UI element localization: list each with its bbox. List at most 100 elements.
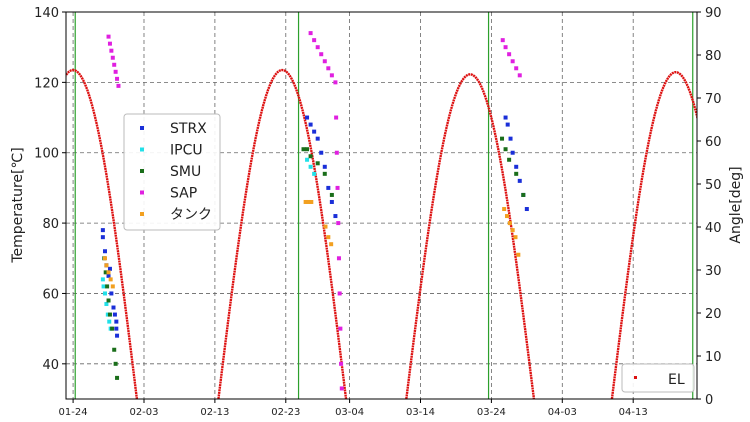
data-point (322, 164, 327, 169)
legend-label: IPCU (170, 143, 203, 159)
data-point (102, 249, 107, 254)
data-point (111, 305, 116, 310)
legend-el-box (621, 363, 695, 393)
legend-box (123, 113, 221, 231)
data-point (109, 48, 114, 53)
y2-tick-label: 70 (705, 92, 722, 107)
data-point (107, 312, 112, 317)
data-point (514, 171, 519, 176)
data-point (524, 207, 529, 212)
data-point (510, 59, 515, 64)
data-point (337, 291, 342, 296)
data-point (308, 154, 313, 159)
data-point (312, 38, 317, 43)
data-point (305, 147, 310, 152)
legend-el-label: EL (668, 372, 685, 388)
x-tick-label: 03-14 (406, 407, 435, 418)
data-point (108, 277, 113, 282)
data-point (101, 284, 106, 289)
data-point (103, 270, 108, 275)
x-tick-label: 02-13 (200, 407, 229, 418)
data-point (315, 45, 320, 50)
x-tick-label: 02-23 (271, 407, 300, 418)
legend-marker (140, 147, 144, 152)
data-point (339, 386, 344, 391)
legend-marker (140, 126, 144, 130)
data-point (338, 326, 343, 331)
series-SMU (102, 136, 526, 380)
data-point (326, 66, 331, 71)
x-tick-label: 03-04 (335, 407, 364, 418)
data-point (319, 150, 324, 155)
data-point (507, 52, 512, 57)
data-point (500, 38, 505, 43)
data-point (516, 252, 521, 257)
data-point (114, 326, 119, 331)
data-point (315, 161, 320, 166)
x-tick-label: 03-24 (477, 407, 506, 418)
data-point (339, 361, 344, 366)
data-point (305, 115, 310, 120)
data-point (505, 122, 510, 127)
data-point (326, 235, 331, 240)
data-point (503, 115, 508, 120)
data-point (502, 207, 507, 212)
legend: STRX IPCU SMU SAP タンク (123, 113, 221, 231)
x-tick-label: 01-24 (59, 407, 88, 418)
data-point (323, 224, 328, 229)
data-point (312, 171, 317, 176)
data-point (102, 256, 107, 261)
y-tick-label: 120 (34, 76, 59, 91)
data-point (113, 69, 118, 74)
data-point (104, 302, 109, 307)
y-tick-label: 40 (42, 358, 59, 373)
data-point (106, 270, 111, 275)
data-point (510, 228, 515, 233)
y-tick-label: 60 (42, 287, 59, 302)
y2-tick-label: 50 (705, 178, 722, 193)
data-point (112, 347, 117, 352)
data-point (507, 157, 512, 162)
data-point (517, 73, 522, 78)
series-タンク (102, 199, 521, 289)
y2-tick-label: 60 (705, 135, 722, 150)
data-point (335, 185, 340, 190)
data-point (319, 52, 324, 57)
data-point (334, 115, 339, 120)
data-point (521, 192, 526, 197)
data-point (514, 164, 519, 169)
data-point (106, 273, 111, 278)
data-point (329, 242, 334, 247)
data-point (106, 298, 111, 303)
legend-el: EL (621, 363, 695, 393)
data-point (305, 157, 310, 162)
data-point (329, 199, 334, 204)
data-point (110, 55, 115, 60)
x-axis-ticks: 01-24 02-03 02-13 02-23 03-04 03-14 03-24 04-03… (59, 399, 648, 418)
legend-label: タンク (170, 207, 212, 223)
temperature-series (100, 31, 529, 391)
data-point (503, 45, 508, 50)
data-point (106, 34, 111, 39)
y-axis-title: Temperature[℃] (10, 147, 26, 263)
el-arch (217, 68, 348, 399)
plot-frame (65, 11, 698, 400)
event-lines (74, 12, 694, 399)
data-point (322, 59, 327, 64)
legend-label: STRX (170, 121, 207, 137)
legend-marker (140, 190, 144, 195)
legend-label: SAP (170, 186, 197, 202)
data-point (115, 76, 120, 81)
x-tick-label: 02-03 (129, 407, 158, 418)
legend-marker (140, 212, 144, 216)
data-point (115, 375, 120, 380)
y2-tick-label: 20 (705, 307, 722, 322)
data-point (110, 326, 115, 331)
data-point (333, 214, 338, 219)
y2-tick-label: 10 (705, 350, 722, 365)
data-point (107, 266, 112, 271)
data-point (113, 361, 118, 366)
data-point (112, 312, 117, 317)
el-arch (66, 68, 139, 399)
right-axis-ticks: 0 10 20 30 40 50 60 70 80 90 (697, 6, 722, 408)
